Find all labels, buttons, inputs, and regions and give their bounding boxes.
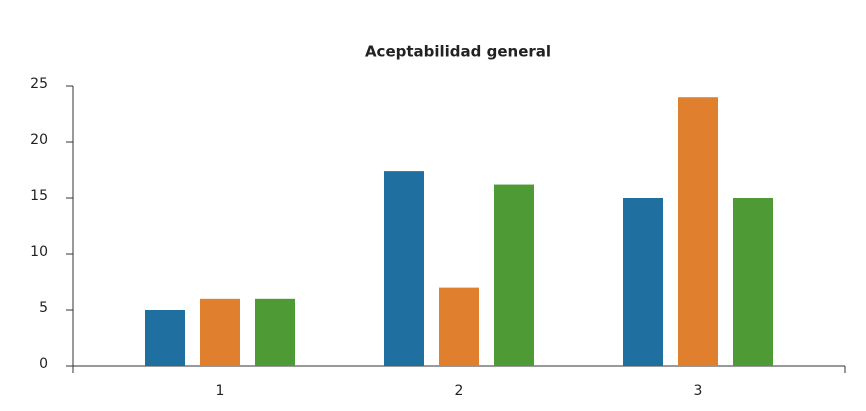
x-tick-label: 2 bbox=[455, 383, 464, 399]
y-tick-label: 0 bbox=[39, 356, 48, 372]
bar bbox=[384, 171, 424, 366]
y-tick-label: 5 bbox=[39, 300, 48, 316]
bar bbox=[678, 97, 718, 366]
x-tick-label: 3 bbox=[694, 383, 703, 399]
y-tick-label: 25 bbox=[30, 76, 48, 92]
y-tick-label: 10 bbox=[30, 244, 48, 260]
bar bbox=[255, 298, 295, 366]
bar bbox=[733, 198, 773, 366]
x-tick-label: 1 bbox=[216, 383, 225, 399]
bar bbox=[145, 310, 185, 366]
bar bbox=[439, 287, 479, 366]
bar bbox=[200, 298, 240, 366]
y-tick-label: 15 bbox=[30, 188, 48, 204]
bar bbox=[494, 184, 534, 366]
chart-title: Aceptabilidad general bbox=[365, 43, 551, 61]
y-tick-label: 20 bbox=[30, 132, 48, 148]
bar bbox=[623, 198, 663, 366]
